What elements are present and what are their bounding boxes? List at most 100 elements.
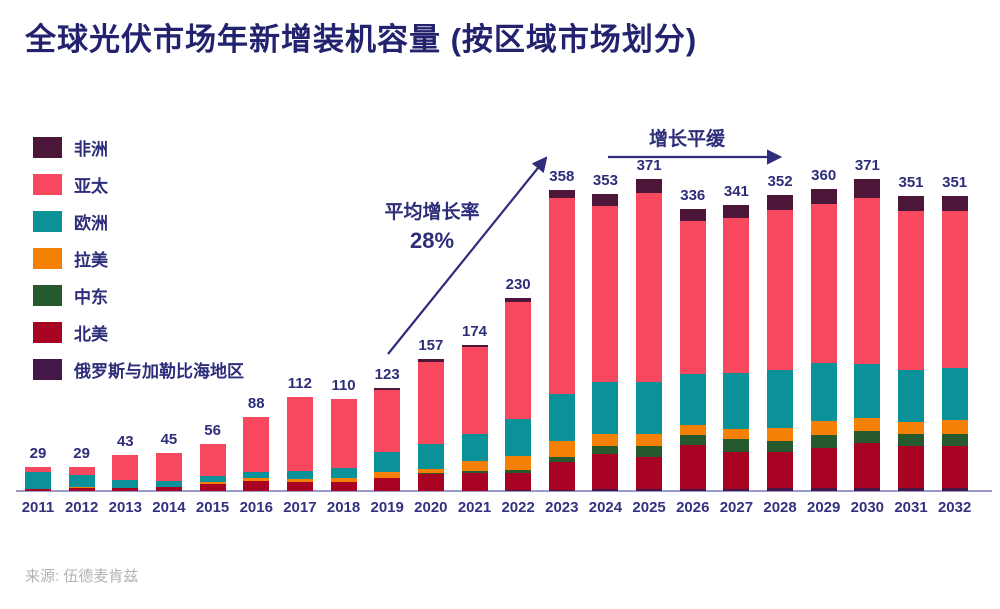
bar-segment (592, 445, 619, 455)
chart-legend: 非洲 亚太 欧洲 拉美 中东 北美 俄罗斯与加勒比海地区 (33, 129, 244, 388)
bar-segment (636, 179, 663, 193)
bar-segment (505, 470, 532, 473)
bar-value-label: 88 (247, 395, 265, 413)
plateau-annotation: 增长平缓 (648, 129, 725, 150)
bar-segment (810, 203, 837, 364)
bar-segment (243, 480, 270, 491)
bar-segment (854, 364, 881, 418)
bar-segment (898, 196, 924, 212)
bar-segment (810, 188, 837, 204)
bar-segment (417, 443, 444, 470)
bar-segment (374, 471, 401, 479)
bar-segment (767, 370, 794, 428)
bar-segment (461, 473, 488, 491)
x-axis-label: 2030 (850, 499, 885, 516)
bar-value-label: 371 (854, 157, 880, 175)
bar-segment (810, 363, 837, 422)
x-axis-label: 2022 (501, 499, 535, 516)
bar-segment (374, 387, 401, 391)
bar-segment (767, 210, 794, 371)
bar-segment (854, 488, 881, 491)
bar-segment (679, 221, 706, 375)
bar-segment (461, 433, 488, 461)
bar-segment (767, 488, 794, 491)
bar-segment (417, 359, 444, 362)
bar-segment (286, 481, 313, 491)
bar-segment (941, 445, 968, 489)
avg-growth-annotation: 平均增长率 28% (332, 197, 532, 254)
bar-segment (723, 204, 750, 218)
bar-value-label: 371 (636, 157, 662, 175)
bar-segment (810, 448, 837, 489)
bar-segment (286, 479, 313, 482)
legend-label: 拉美 (74, 251, 108, 270)
x-axis-label: 2023 (545, 499, 579, 516)
bar-segment (636, 445, 663, 458)
legend-label: 亚太 (74, 177, 108, 196)
bar-segment (112, 454, 139, 481)
bar-segment (898, 433, 924, 446)
bar-segment (767, 440, 794, 453)
x-axis-label: 2028 (763, 499, 797, 516)
bar-segment (767, 452, 794, 489)
bar-segment (417, 469, 444, 474)
avg-growth-text: 平均增长率 (384, 202, 480, 223)
x-axis-label: 2021 (457, 499, 492, 516)
bar-segment (112, 488, 139, 491)
bar-value-label: 352 (767, 173, 793, 191)
bar-segment (898, 422, 924, 434)
bar-segment (68, 466, 95, 476)
bar-segment (854, 431, 881, 444)
x-axis-label: 2020 (414, 499, 448, 516)
bar-segment (941, 196, 968, 212)
bar-segment (461, 347, 488, 434)
bar-segment (679, 424, 706, 435)
bar-segment (723, 438, 750, 453)
bar-value-label: 336 (680, 186, 706, 204)
bar-segment (155, 480, 182, 487)
bar-segment (461, 344, 488, 348)
bar-segment (941, 368, 968, 421)
bar-segment (723, 372, 750, 429)
bar-segment (112, 480, 139, 489)
bar-segment (941, 488, 968, 491)
bar-value-label: 112 (287, 374, 312, 392)
bar-segment (636, 433, 663, 446)
bar-segment (548, 394, 575, 441)
legend-item: 北美 (33, 314, 244, 351)
x-axis-label: 2027 (719, 499, 754, 516)
legend-item: 非洲 (33, 129, 244, 166)
bar-segment (636, 192, 663, 382)
legend-swatch-icon (33, 248, 62, 269)
bar-segment (243, 471, 270, 479)
x-axis-label: 2026 (676, 499, 710, 516)
bar-segment (199, 484, 226, 491)
bar-value-label: 110 (331, 376, 356, 394)
bar-segment (898, 370, 924, 423)
bar-segment (330, 478, 357, 482)
bar-segment (636, 489, 663, 491)
bar-segment (679, 434, 706, 445)
bar-segment (505, 418, 532, 456)
bar-segment (286, 470, 313, 480)
bar-segment (592, 489, 619, 491)
x-axis-label: 2013 (108, 499, 142, 516)
bar-value-label: 358 (549, 168, 575, 186)
bar-segment (25, 466, 51, 472)
bar-segment (810, 434, 837, 449)
bar-segment (199, 481, 226, 485)
bar-segment (25, 489, 51, 491)
bar-segment (854, 197, 881, 365)
bar-segment (898, 488, 924, 491)
legend-item: 拉美 (33, 240, 244, 277)
bar-segment (723, 218, 750, 373)
bar-segment (199, 475, 226, 482)
x-axis-label: 2015 (195, 499, 230, 516)
bar-segment (941, 433, 968, 446)
bar-value-label: 341 (723, 182, 749, 200)
bar-segment (417, 473, 444, 475)
bar-value-label: 351 (942, 174, 968, 192)
x-axis-label: 2024 (588, 499, 623, 516)
avg-growth-percent: 28% (409, 228, 455, 253)
